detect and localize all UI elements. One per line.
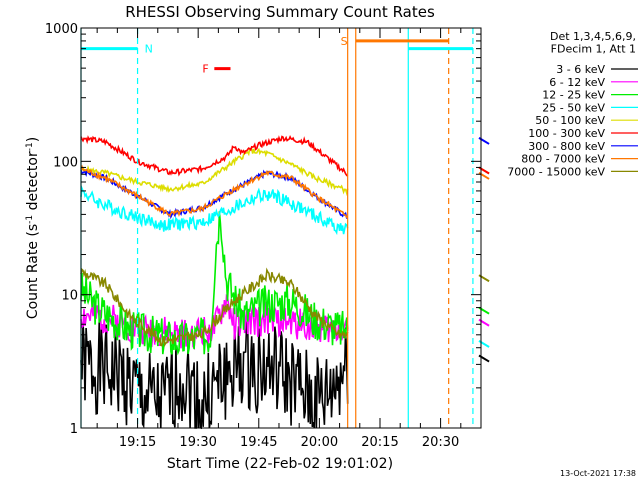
legend-header-line: Det 1,3,4,5,6,9,	[550, 30, 636, 43]
series-layer	[80, 135, 490, 430]
plot-frame	[80, 27, 482, 429]
y-axis-label: Count Rate (s-1 detector-1)	[25, 137, 41, 319]
legend-label: 800 - 7000 keV	[521, 153, 605, 166]
x-tick-label: 19:30	[179, 435, 216, 450]
series-line-4	[80, 185, 349, 236]
flare-label: F	[202, 63, 208, 76]
legend-label: 3 - 6 keV	[556, 63, 605, 76]
y-tick-label: 100	[53, 155, 78, 170]
timestamp: 13-Oct-2021 17:38	[560, 469, 636, 478]
legend-label: 50 - 100 keV	[535, 114, 605, 127]
legend-label: 12 - 25 keV	[542, 89, 605, 102]
x-tick-label: 20:15	[361, 435, 398, 450]
legend-label: 300 - 800 keV	[528, 140, 605, 153]
series-line-1	[80, 317, 349, 430]
series-line-6	[80, 135, 349, 177]
label-N: N	[145, 43, 153, 56]
x-axis-label: Start Time (22-Feb-02 19:01:02)	[167, 456, 393, 472]
legend-label: 7000 - 15000 keV	[507, 165, 605, 178]
y-tick-label: 10	[61, 289, 78, 304]
legend-label: 6 - 12 keV	[549, 76, 605, 89]
x-tick-label: 19:15	[119, 435, 156, 450]
legend-label: 25 - 50 keV	[542, 101, 605, 114]
x-tick-label: 20:30	[422, 435, 459, 450]
axes: 1 10 100 1000 19:15 19:30 19:45 20:00 20:15 20:30	[45, 22, 482, 450]
x-tick-label: 20:00	[301, 435, 338, 450]
series-tail-4	[478, 340, 490, 348]
series-tail-3	[478, 306, 490, 315]
series-tail-9	[478, 274, 490, 283]
series-tail-1	[478, 354, 490, 363]
y-tick-label: 1000	[45, 22, 78, 37]
legend-header-line: FDecim 1, Att 1	[551, 43, 636, 56]
x-tick-label: 19:45	[240, 435, 277, 450]
series-line-5	[80, 147, 349, 197]
legend-label: 100 - 300 keV	[528, 127, 605, 140]
y-tick-label: 1	[70, 422, 78, 437]
series-line-9	[80, 267, 349, 348]
label-S: S	[341, 35, 348, 48]
series-tail-2	[478, 318, 490, 327]
chart-title: RHESSI Observing Summary Count Rates	[125, 3, 435, 21]
series-line-8	[80, 164, 348, 219]
series-tail-7	[478, 136, 490, 145]
